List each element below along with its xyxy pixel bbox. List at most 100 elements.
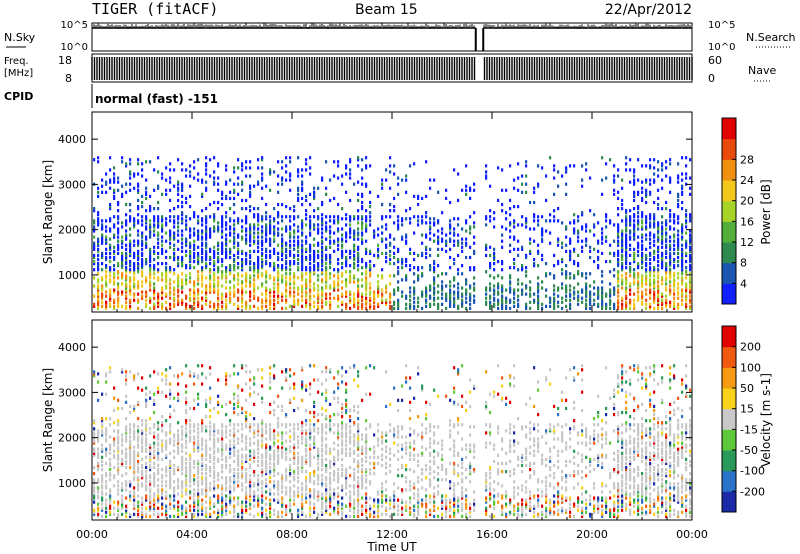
heatmap-cell (93, 229, 96, 233)
heatmap-cell (301, 227, 304, 231)
heatmap-cell (657, 249, 660, 253)
heatmap-cell (645, 237, 648, 241)
heatmap-cell (121, 292, 124, 296)
heatmap-cell (105, 235, 108, 239)
heatmap-cell (465, 164, 468, 168)
heatmap-cell (193, 443, 196, 447)
heatmap-cell (189, 255, 192, 260)
heatmap-cell (581, 225, 584, 229)
heatmap-cell (317, 284, 320, 288)
heatmap-cell (129, 276, 132, 280)
heatmap-cell (549, 156, 552, 160)
heatmap-cell (297, 156, 300, 160)
heatmap-cell (689, 158, 692, 162)
heatmap-cell (149, 259, 152, 264)
heatmap-cell (689, 233, 692, 237)
heatmap-cell (597, 239, 600, 243)
heatmap-cell (109, 255, 112, 260)
heatmap-cell (197, 300, 200, 304)
heatmap-cell (129, 447, 132, 451)
heatmap-cell (305, 302, 308, 306)
heatmap-cell (625, 272, 628, 276)
heatmap-cell (221, 276, 224, 280)
heatmap-cell (133, 506, 136, 510)
heatmap-cell (613, 292, 616, 296)
heatmap-cell (261, 176, 264, 180)
heatmap-cell (109, 217, 112, 221)
heatmap-cell (113, 245, 116, 249)
heatmap-cell (185, 441, 188, 445)
heatmap-cell (353, 274, 356, 278)
heatmap-cell (189, 474, 192, 478)
heatmap-cell (213, 429, 216, 433)
heatmap-cell (201, 223, 204, 227)
heatmap-cell (605, 162, 608, 166)
heatmap-cell (213, 249, 216, 253)
heatmap-cell (277, 231, 280, 235)
heatmap-cell (157, 225, 160, 229)
heatmap-cell (337, 176, 340, 180)
heatmap-cell (145, 512, 148, 516)
heatmap-cell (405, 294, 408, 298)
heatmap-cell (285, 243, 288, 247)
heatmap-cell (189, 233, 192, 237)
heatmap-cell (141, 496, 144, 500)
heatmap-cell (545, 229, 548, 233)
heatmap-cell (257, 241, 260, 245)
heatmap-cell (221, 219, 224, 223)
heatmap-cell (365, 249, 368, 253)
heatmap-cell (265, 296, 268, 300)
heatmap-cell (225, 298, 228, 302)
heatmap-cell (93, 453, 96, 457)
heatmap-cell (149, 445, 152, 449)
heatmap-cell (233, 227, 236, 231)
heatmap-cell (209, 235, 212, 239)
heatmap-cell (153, 508, 156, 512)
heatmap-cell (205, 492, 208, 496)
heatmap-cell (157, 435, 160, 439)
heatmap-cell (541, 302, 544, 306)
heatmap-cell (653, 180, 656, 184)
heatmap-cell (129, 410, 132, 415)
heatmap-cell (181, 298, 184, 302)
heatmap-cell (629, 231, 632, 235)
heatmap-cell (101, 492, 104, 496)
heatmap-cell (613, 164, 616, 168)
heatmap-cell (361, 221, 364, 225)
heatmap-cell (637, 249, 640, 253)
heatmap-cell (109, 274, 112, 278)
heatmap-cell (653, 223, 656, 227)
heatmap-cell (221, 247, 224, 251)
heatmap-cell (169, 484, 172, 488)
heatmap-cell (517, 253, 520, 258)
heatmap-cell (141, 235, 144, 239)
heatmap-cell (133, 435, 136, 439)
heatmap-cell (201, 194, 204, 199)
heatmap-cell (145, 506, 148, 510)
heatmap-cell (661, 302, 664, 306)
heatmap-cell (113, 386, 116, 390)
heatmap-cell (197, 278, 200, 282)
heatmap-cell (205, 188, 208, 192)
heatmap-cell (117, 239, 120, 243)
heatmap-cell (153, 425, 156, 429)
heatmap-cell (173, 288, 176, 292)
heatmap-cell (193, 298, 196, 302)
heatmap-cell (129, 455, 132, 459)
heatmap-cell (357, 253, 360, 258)
heatmap-cell (649, 241, 652, 245)
heatmap-cell (157, 292, 160, 296)
heatmap-cell (149, 457, 152, 461)
heatmap-cell (133, 470, 136, 474)
heatmap-cell (217, 410, 220, 415)
heatmap-cell (133, 472, 136, 476)
heatmap-cell (393, 172, 396, 176)
heatmap-cell (569, 302, 572, 306)
heatmap-cell (213, 200, 216, 205)
heatmap-cell (433, 262, 436, 266)
heatmap-cell (197, 508, 200, 512)
heatmap-cell (573, 219, 576, 223)
heatmap-cell (157, 255, 160, 260)
heatmap-cell (337, 247, 340, 251)
heatmap-cell (361, 257, 364, 262)
